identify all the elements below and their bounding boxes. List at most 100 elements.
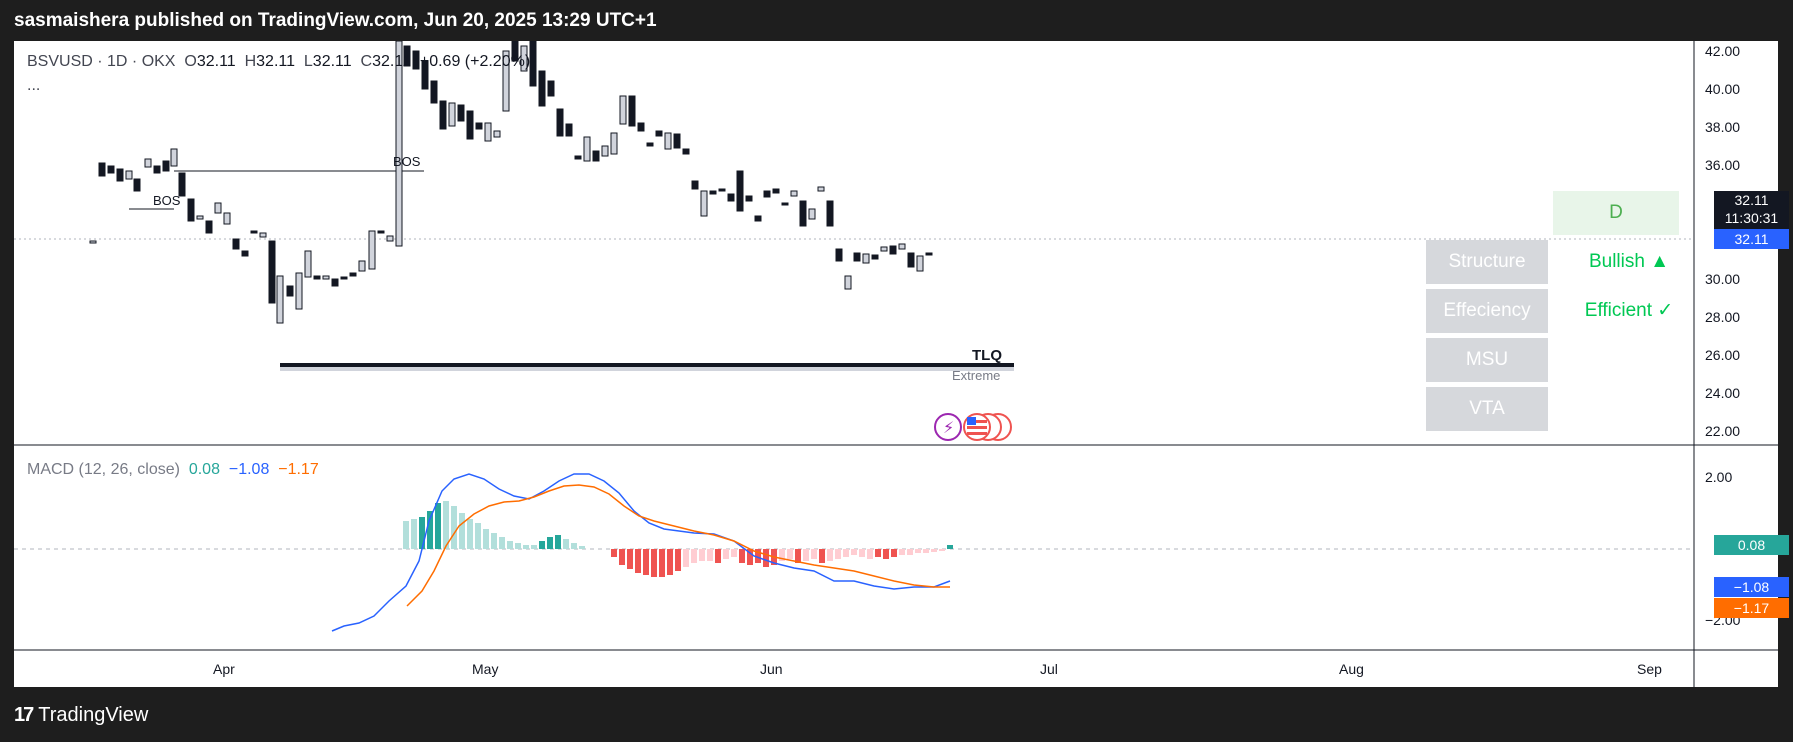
candle	[637, 122, 645, 132]
histogram-bar	[547, 537, 553, 549]
chart-canvas[interactable]: ⚡	[14, 41, 1778, 687]
histogram-bar	[563, 539, 569, 549]
candle	[322, 275, 330, 280]
candle	[377, 230, 385, 234]
tradingview-logo-icon: 17	[14, 704, 34, 726]
histogram-bar	[907, 549, 913, 555]
extreme-zone[interactable]	[280, 367, 1014, 371]
time-tick: Aug	[1339, 661, 1364, 677]
time-tick: Sep	[1637, 661, 1662, 677]
candle	[709, 190, 717, 195]
table-label-msu: MSU	[1426, 338, 1548, 382]
candle	[349, 272, 357, 277]
time-tick: May	[472, 661, 499, 677]
timeframe-cell: D	[1553, 191, 1679, 235]
chart-frame[interactable]: ⚡ BSVUSD · 1D · OKX O32.11 H32.11 L32.11…	[14, 41, 1789, 687]
candle	[808, 208, 816, 220]
candle	[898, 243, 906, 250]
histogram-bar	[419, 517, 425, 549]
histogram-bar	[883, 549, 889, 559]
candle	[214, 202, 222, 214]
candle	[107, 165, 115, 174]
candle	[700, 190, 708, 217]
tradingview-logo[interactable]: 17 TradingView	[14, 704, 148, 727]
histogram-bar	[779, 549, 785, 561]
candle	[682, 148, 690, 155]
histogram-bar	[627, 549, 633, 569]
price-tick: 30.00	[1705, 271, 1741, 287]
candle	[691, 180, 699, 190]
candle	[116, 168, 124, 182]
histogram-bar	[915, 549, 921, 553]
legend-more-button[interactable]: ...	[27, 77, 41, 94]
candle	[601, 145, 609, 157]
table-value-efficiency: Efficient ✓	[1584, 300, 1674, 321]
candles-group[interactable]	[89, 41, 933, 324]
macd-title[interactable]: MACD (12, 26, close)	[27, 461, 180, 478]
candle	[304, 250, 312, 278]
candle	[574, 155, 582, 160]
candle	[187, 198, 195, 222]
table-value-structure: Bullish ▲	[1588, 251, 1670, 272]
candle	[286, 285, 294, 297]
candle	[781, 202, 789, 206]
candle	[133, 178, 141, 192]
candle	[916, 255, 924, 272]
symbol-name[interactable]: BSVUSD · 1D · OKX	[27, 53, 176, 70]
candle	[835, 248, 843, 262]
candle	[475, 122, 483, 130]
candle	[925, 252, 933, 256]
symbol-legend[interactable]: BSVUSD · 1D · OKX O32.11 H32.11 L32.11 C…	[27, 53, 531, 70]
candle	[162, 160, 170, 172]
last-price-tag[interactable]: 32.11 11:30:31	[1714, 191, 1789, 229]
candle	[259, 232, 267, 238]
candle	[529, 41, 537, 87]
lightning-icon[interactable]	[934, 413, 962, 441]
macd-legend[interactable]: MACD (12, 26, close) 0.08 −1.08 −1.17	[27, 461, 319, 479]
candle	[358, 260, 366, 272]
histogram-bar	[427, 511, 433, 549]
candle	[646, 142, 654, 147]
price-marker-tag[interactable]: 32.11	[1714, 229, 1789, 249]
candle	[592, 150, 600, 162]
candle	[565, 123, 573, 137]
tlq-line[interactable]	[280, 363, 1014, 367]
candle	[250, 230, 258, 234]
hist-value: −1.17	[278, 461, 319, 478]
histogram-bar	[899, 549, 905, 555]
signal-line	[406, 484, 950, 607]
histogram-bar	[571, 543, 577, 549]
bos-label-lower[interactable]: BOS	[153, 193, 181, 208]
histogram-bar	[851, 549, 857, 555]
histogram-bar	[755, 549, 761, 563]
histogram-bar	[707, 549, 713, 561]
candle	[619, 95, 627, 125]
candle	[745, 195, 753, 202]
histogram-bar	[579, 546, 585, 549]
candle	[907, 252, 915, 268]
histogram-bar	[715, 549, 721, 563]
candle	[763, 190, 771, 198]
price-tick: 40.00	[1705, 81, 1741, 97]
histogram-bar	[923, 549, 929, 553]
candle	[826, 200, 834, 227]
candle	[556, 108, 564, 137]
candle	[871, 254, 879, 260]
histogram-bar	[643, 549, 649, 575]
candle	[736, 170, 744, 212]
macd-value: 0.08	[188, 461, 220, 478]
bos-label-upper[interactable]: BOS	[393, 154, 421, 169]
histogram-bar	[747, 549, 753, 565]
candle	[178, 172, 186, 197]
histogram-bar	[507, 541, 513, 549]
histogram-bar	[619, 549, 625, 565]
table-label-vta: VTA	[1426, 387, 1548, 431]
candle	[125, 170, 133, 180]
candle	[196, 215, 204, 220]
extreme-label[interactable]: Extreme	[952, 368, 1001, 383]
histogram-bar	[683, 549, 689, 567]
tlq-label[interactable]: TLQ	[972, 347, 1002, 364]
candle	[153, 165, 161, 174]
histogram-bar	[867, 549, 873, 559]
price-tick: 42.00	[1705, 43, 1741, 59]
